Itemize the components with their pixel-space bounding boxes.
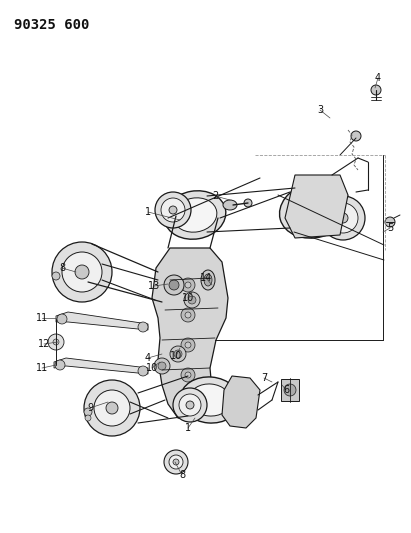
Circle shape: [138, 322, 148, 332]
Circle shape: [184, 292, 200, 308]
Ellipse shape: [244, 199, 252, 207]
Circle shape: [181, 308, 195, 322]
Ellipse shape: [180, 377, 240, 423]
Text: 3: 3: [317, 105, 323, 115]
Text: 10: 10: [182, 293, 194, 303]
Circle shape: [385, 217, 395, 227]
Circle shape: [185, 372, 191, 378]
Circle shape: [164, 450, 188, 474]
Circle shape: [52, 272, 60, 280]
Circle shape: [138, 366, 148, 376]
Circle shape: [170, 346, 186, 362]
Circle shape: [84, 408, 92, 416]
Text: 1: 1: [185, 423, 191, 433]
Polygon shape: [56, 312, 148, 330]
Circle shape: [94, 390, 130, 426]
Circle shape: [55, 360, 65, 370]
Ellipse shape: [169, 206, 177, 214]
Ellipse shape: [155, 192, 191, 228]
Text: 11: 11: [36, 313, 48, 323]
Ellipse shape: [186, 401, 194, 409]
Circle shape: [169, 455, 183, 469]
Circle shape: [53, 339, 59, 345]
Circle shape: [48, 334, 64, 350]
Circle shape: [57, 314, 67, 324]
Ellipse shape: [204, 274, 212, 286]
Circle shape: [351, 131, 361, 141]
Circle shape: [185, 282, 191, 288]
Ellipse shape: [179, 394, 201, 416]
Text: 14: 14: [200, 273, 212, 283]
Circle shape: [181, 338, 195, 352]
Ellipse shape: [189, 384, 231, 416]
Circle shape: [75, 265, 89, 279]
Ellipse shape: [328, 203, 358, 233]
Text: 11: 11: [36, 363, 48, 373]
Text: 13: 13: [148, 281, 160, 291]
Circle shape: [181, 368, 195, 382]
Circle shape: [185, 312, 191, 318]
Circle shape: [85, 415, 91, 421]
Text: 6: 6: [283, 385, 289, 395]
Ellipse shape: [338, 213, 348, 223]
Ellipse shape: [161, 198, 185, 222]
Circle shape: [284, 384, 296, 396]
Text: 8: 8: [179, 470, 185, 480]
Polygon shape: [152, 248, 228, 420]
Circle shape: [154, 358, 170, 374]
Polygon shape: [285, 175, 348, 238]
Circle shape: [52, 242, 112, 302]
Circle shape: [188, 296, 196, 304]
Ellipse shape: [289, 190, 341, 230]
Text: 7: 7: [261, 373, 267, 383]
Text: 9: 9: [87, 403, 93, 413]
Text: 4: 4: [375, 73, 381, 83]
Circle shape: [371, 85, 381, 95]
Circle shape: [174, 350, 182, 358]
Circle shape: [158, 362, 166, 370]
Text: 2: 2: [212, 191, 218, 201]
Circle shape: [185, 342, 191, 348]
Text: 10: 10: [170, 351, 182, 361]
Ellipse shape: [223, 200, 237, 210]
Bar: [281, 379, 299, 401]
Circle shape: [164, 275, 184, 295]
Circle shape: [173, 459, 179, 465]
Text: 5: 5: [387, 223, 393, 233]
Ellipse shape: [201, 270, 215, 290]
Text: 8: 8: [59, 263, 65, 273]
Polygon shape: [222, 376, 260, 428]
Ellipse shape: [279, 182, 351, 238]
Circle shape: [106, 402, 118, 414]
Text: 1: 1: [145, 207, 151, 217]
Circle shape: [62, 252, 102, 292]
Circle shape: [84, 380, 140, 436]
Circle shape: [169, 280, 179, 290]
Text: 90325 600: 90325 600: [14, 18, 89, 32]
Text: 12: 12: [38, 339, 50, 349]
Text: 10: 10: [146, 363, 158, 373]
Ellipse shape: [173, 388, 207, 422]
Text: 4: 4: [145, 353, 151, 363]
Circle shape: [181, 278, 195, 292]
Ellipse shape: [173, 198, 217, 232]
Ellipse shape: [164, 191, 226, 239]
Polygon shape: [54, 358, 148, 374]
Ellipse shape: [321, 196, 365, 240]
